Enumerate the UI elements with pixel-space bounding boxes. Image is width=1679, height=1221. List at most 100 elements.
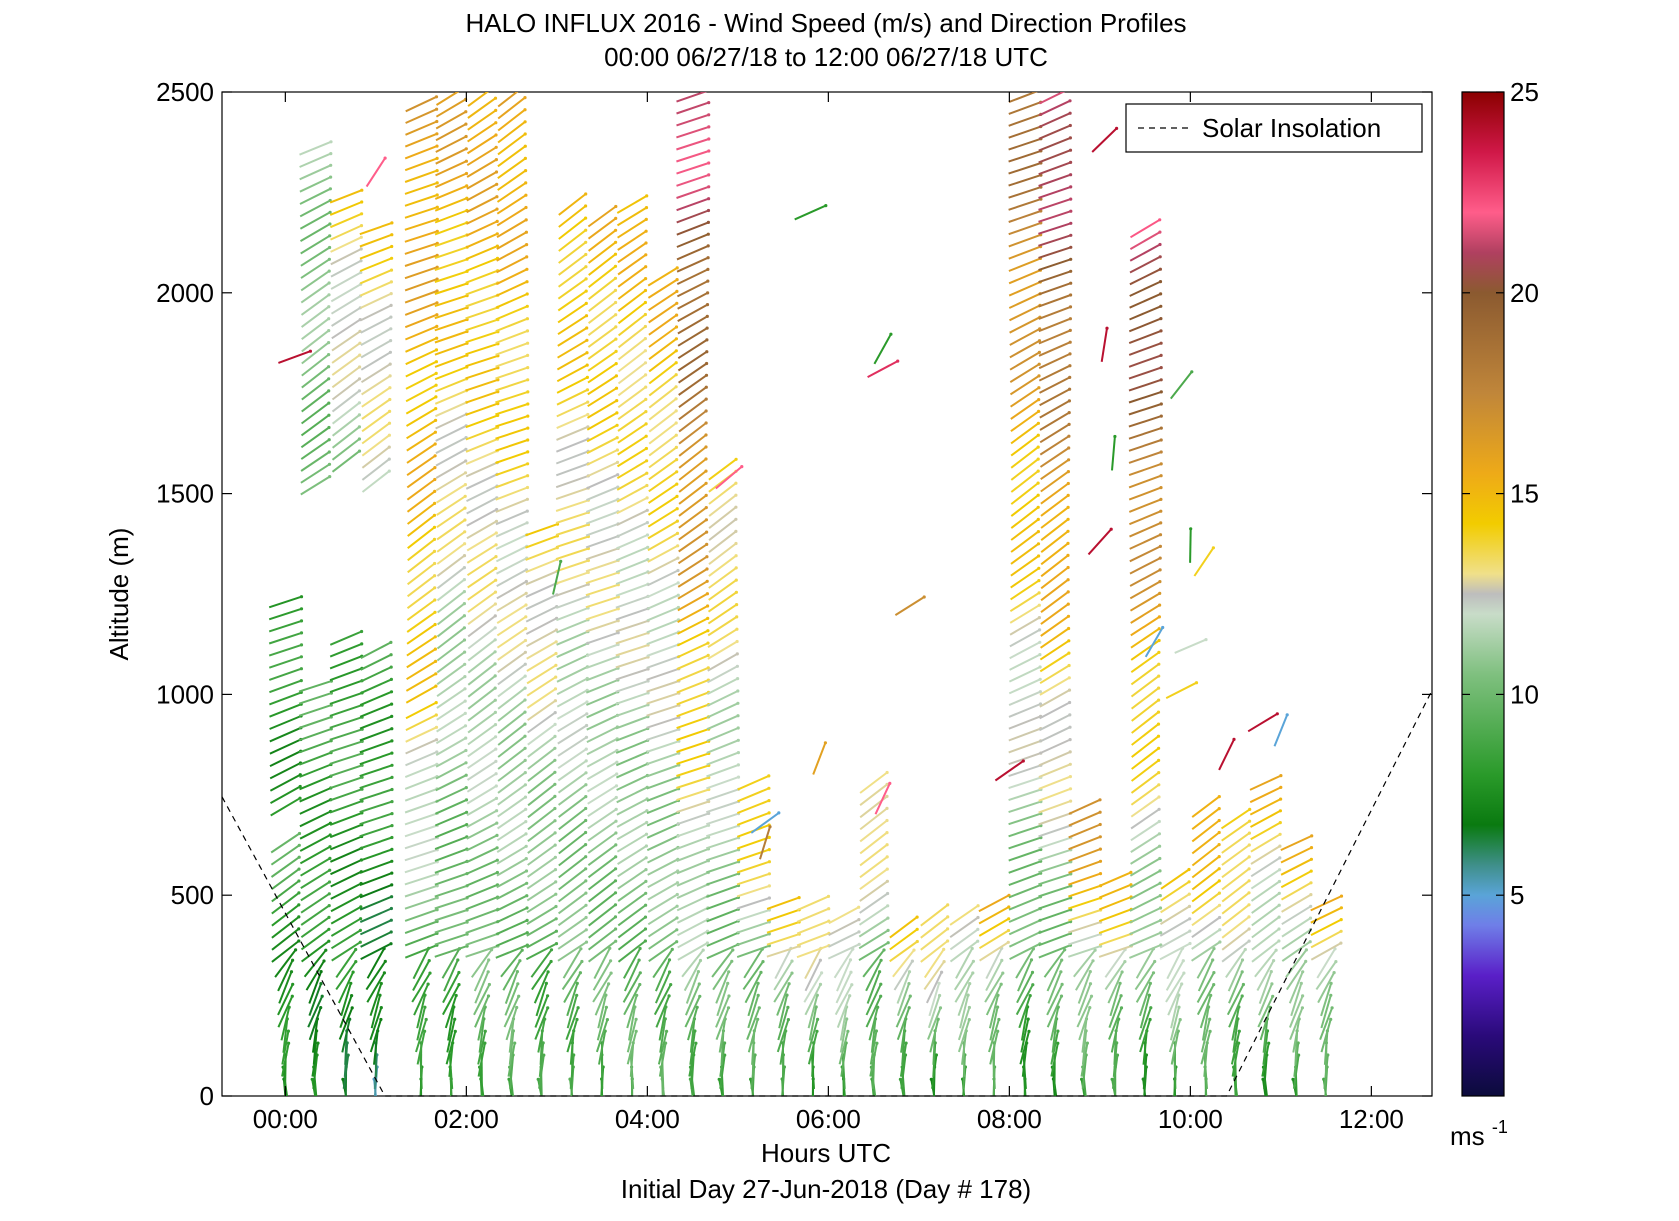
wind-barb bbox=[360, 860, 394, 873]
wind-barb bbox=[1041, 627, 1071, 648]
wind-barb bbox=[709, 518, 737, 541]
wind-barb bbox=[980, 929, 1011, 948]
wind-barb bbox=[498, 698, 526, 721]
wind-barb bbox=[301, 258, 331, 278]
wind-barb bbox=[330, 776, 364, 789]
wind-barb bbox=[588, 205, 617, 227]
wind-barb bbox=[587, 702, 620, 717]
wind-barb bbox=[1132, 747, 1161, 769]
wind-barb bbox=[362, 374, 392, 394]
wind-barb bbox=[437, 554, 466, 576]
wind-barb bbox=[468, 567, 498, 588]
wind-barb bbox=[1039, 136, 1072, 150]
wind-barb bbox=[405, 132, 438, 146]
wind-barb bbox=[270, 726, 303, 741]
wind-barb bbox=[278, 350, 312, 363]
wind-barb bbox=[468, 760, 498, 780]
wind-barb bbox=[647, 679, 681, 691]
wind-barb bbox=[618, 916, 647, 938]
wind-barb bbox=[302, 414, 331, 436]
wind-barb bbox=[435, 197, 468, 211]
wind-barb bbox=[528, 723, 557, 745]
wind-barb bbox=[360, 907, 393, 922]
wind-barb bbox=[407, 611, 436, 632]
wind-barb bbox=[618, 410, 648, 431]
wind-barb bbox=[558, 302, 588, 323]
wind-barb bbox=[1009, 836, 1043, 848]
wind-barb bbox=[435, 823, 468, 837]
wind-barb bbox=[435, 354, 469, 367]
wind-barb bbox=[618, 218, 648, 238]
wind-barb bbox=[647, 811, 680, 826]
wind-barb bbox=[676, 764, 710, 776]
wind-barb bbox=[1011, 458, 1039, 480]
wind-barb bbox=[1252, 904, 1281, 926]
wind-barb bbox=[1039, 763, 1072, 777]
wind-barb bbox=[1039, 787, 1072, 801]
wind-barb bbox=[679, 457, 707, 480]
wind-barb bbox=[408, 574, 437, 596]
wind-barb bbox=[1039, 920, 1073, 933]
wind-barb bbox=[649, 470, 679, 491]
wind-barb bbox=[618, 373, 647, 395]
wind-barb bbox=[301, 426, 330, 447]
wind-barb bbox=[437, 663, 466, 685]
wind-barb bbox=[677, 256, 710, 272]
wind-barb bbox=[616, 679, 650, 691]
wind-barb bbox=[1222, 903, 1250, 926]
wind-barb bbox=[437, 518, 466, 539]
wind-barb bbox=[1039, 836, 1073, 848]
wind-barb bbox=[435, 282, 469, 294]
y-tick-label: 1000 bbox=[156, 679, 214, 709]
wind-barb bbox=[619, 337, 647, 360]
wind-barb bbox=[649, 916, 679, 936]
wind-barb bbox=[648, 266, 679, 285]
wind-barb bbox=[1011, 530, 1040, 552]
wind-barb bbox=[588, 808, 618, 829]
wind-barb bbox=[895, 595, 925, 615]
wind-barb bbox=[405, 800, 439, 813]
wind-barb bbox=[558, 724, 588, 744]
wind-barb bbox=[466, 449, 499, 464]
wind-barb bbox=[767, 933, 801, 945]
wind-barb bbox=[558, 736, 588, 756]
wind-barb bbox=[556, 523, 590, 535]
wind-barb bbox=[1009, 149, 1043, 161]
x-tick-label: 02:00 bbox=[434, 1104, 499, 1134]
wind-barb bbox=[528, 844, 557, 866]
wind-barb bbox=[435, 401, 468, 416]
wind-barb bbox=[496, 305, 529, 320]
colorbar-tick-label: 25 bbox=[1510, 77, 1539, 107]
wind-barb bbox=[1311, 895, 1343, 911]
wind-barb bbox=[616, 546, 649, 561]
wind-barb bbox=[435, 811, 468, 826]
wind-barb bbox=[708, 603, 738, 624]
wind-barb bbox=[300, 164, 333, 180]
wind-barb bbox=[435, 835, 468, 849]
wind-barb bbox=[299, 739, 333, 752]
wind-barb bbox=[706, 860, 740, 872]
wind-barb bbox=[618, 206, 649, 225]
wind-barb bbox=[618, 398, 647, 419]
wind-barb bbox=[301, 916, 330, 937]
wind-barb bbox=[649, 458, 678, 479]
wind-barb bbox=[649, 373, 678, 396]
wind-barb bbox=[860, 807, 888, 830]
wind-barb bbox=[1041, 542, 1069, 564]
wind-barb bbox=[586, 678, 619, 692]
wind-barb bbox=[737, 884, 771, 896]
wind-barb bbox=[647, 822, 680, 837]
wind-barb bbox=[466, 306, 500, 319]
wind-barb bbox=[528, 807, 557, 829]
wind-barb bbox=[647, 618, 680, 632]
wind-barb bbox=[559, 217, 587, 240]
wind-barb bbox=[498, 735, 526, 757]
wind-barb bbox=[468, 735, 497, 756]
wind-barb bbox=[270, 714, 303, 729]
wind-barb bbox=[496, 438, 530, 450]
wind-barb bbox=[677, 800, 711, 812]
x-tick-label: 00:00 bbox=[253, 1104, 318, 1134]
wind-barb bbox=[616, 727, 649, 741]
wind-barb bbox=[559, 867, 588, 889]
wind-barb bbox=[709, 591, 739, 612]
